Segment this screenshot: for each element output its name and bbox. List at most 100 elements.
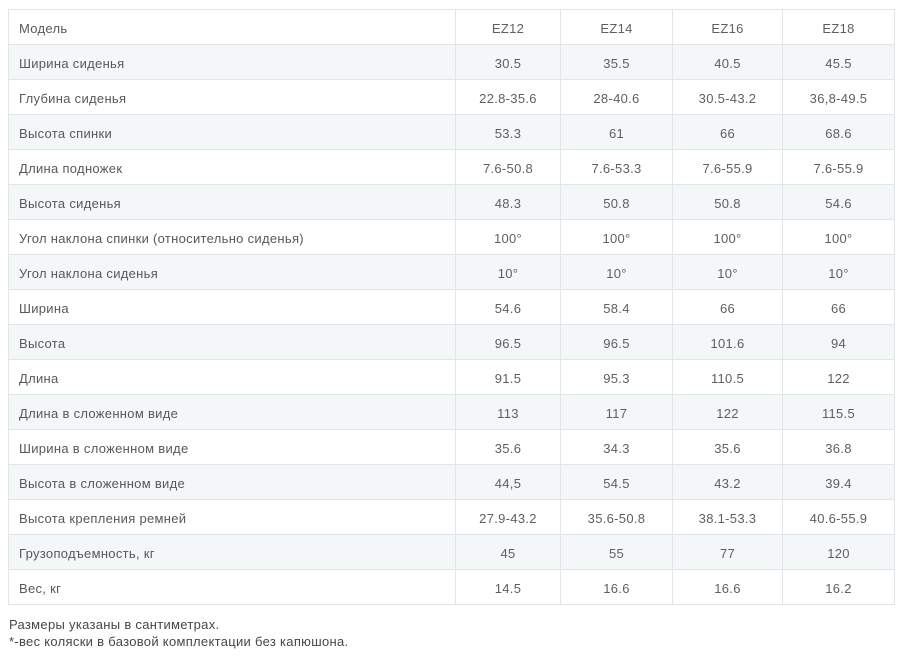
value-cell: 100° (560, 219, 673, 255)
row-label-cell: Глубина сиденья (8, 79, 456, 115)
value-cell: 48.3 (455, 184, 561, 220)
row-label-cell: Ширина в сложенном виде (8, 429, 456, 465)
value-cell: 94 (782, 324, 895, 360)
value-cell: 36.8 (782, 429, 895, 465)
table-row: Глубина сиденья 22.8-35.6 28-40.6 30.5-43.2… (8, 79, 895, 115)
value-cell: 10° (782, 254, 895, 290)
value-cell: 96.5 (560, 324, 673, 360)
value-cell: 95.3 (560, 359, 673, 395)
value-cell: 61 (560, 114, 673, 150)
value-cell: 55 (560, 534, 673, 570)
table-row: Высота крепления ремней 27.9-43.2 35.6-50.… (8, 499, 895, 535)
value-cell: 34.3 (560, 429, 673, 465)
value-cell: 91.5 (455, 359, 561, 395)
table-row: Длина 91.5 95.3 110.5 122 (8, 359, 895, 395)
value-cell: 53.3 (455, 114, 561, 150)
value-cell: 100° (782, 219, 895, 255)
model-header-label: Модель (8, 9, 456, 45)
value-cell: 54.5 (560, 464, 673, 500)
value-cell: 122 (782, 359, 895, 395)
value-cell: 7.6-55.9 (672, 149, 783, 185)
row-label-cell: Грузоподъемность, кг (8, 534, 456, 570)
row-label-cell: Высота в сложенном виде (8, 464, 456, 500)
value-cell: 35.6 (455, 429, 561, 465)
value-cell: 96.5 (455, 324, 561, 360)
value-cell: 16.6 (672, 569, 783, 605)
table-row: Вес, кг 14.5 16.6 16.6 16.2 (8, 569, 895, 605)
value-cell: 36,8-49.5 (782, 79, 895, 115)
value-cell: 66 (782, 289, 895, 325)
value-cell: 14.5 (455, 569, 561, 605)
row-label-cell: Длина (8, 359, 456, 395)
footnotes: Размеры указаны в сантиметрах. *-вес кол… (9, 616, 894, 650)
value-cell: 66 (672, 114, 783, 150)
value-cell: 100° (455, 219, 561, 255)
value-cell: 40.6-55.9 (782, 499, 895, 535)
footnote-weight: *-вес коляски в базовой комплектации без… (9, 634, 349, 649)
value-cell: 39.4 (782, 464, 895, 500)
table-row: Грузоподъемность, кг 45 55 77 120 (8, 534, 895, 570)
value-cell: 43.2 (672, 464, 783, 500)
row-label-cell: Высота (8, 324, 456, 360)
value-cell: 45.5 (782, 44, 895, 80)
value-cell: 44,5 (455, 464, 561, 500)
value-cell: 40.5 (672, 44, 783, 80)
value-cell: 30.5-43.2 (672, 79, 783, 115)
value-cell: 77 (672, 534, 783, 570)
value-cell: 7.6-50.8 (455, 149, 561, 185)
value-cell: 117 (560, 394, 673, 430)
row-label-cell: Длина в сложенном виде (8, 394, 456, 430)
value-cell: 38.1-53.3 (672, 499, 783, 535)
value-cell: 16.2 (782, 569, 895, 605)
row-label-cell: Высота крепления ремней (8, 499, 456, 535)
value-cell: 50.8 (672, 184, 783, 220)
value-cell: 27.9-43.2 (455, 499, 561, 535)
value-cell: 68.6 (782, 114, 895, 150)
table-row: Угол наклона спинки (относительно сидень… (8, 219, 895, 255)
value-cell: 7.6-55.9 (782, 149, 895, 185)
value-cell: 58.4 (560, 289, 673, 325)
model-column-header: EZ16 (672, 9, 783, 45)
value-cell: 35.6 (672, 429, 783, 465)
row-label-cell: Вес, кг (8, 569, 456, 605)
table-row: Ширина 54.6 58.4 66 66 (8, 289, 895, 325)
row-label-cell: Высота спинки (8, 114, 456, 150)
value-cell: 35.5 (560, 44, 673, 80)
row-label-cell: Угол наклона спинки (относительно сидень… (8, 219, 456, 255)
value-cell: 100° (672, 219, 783, 255)
table-row: Высота в сложенном виде 44,5 54.5 43.2 39.4 (8, 464, 895, 500)
value-cell: 54.6 (455, 289, 561, 325)
value-cell: 35.6-50.8 (560, 499, 673, 535)
value-cell: 16.6 (560, 569, 673, 605)
value-cell: 113 (455, 394, 561, 430)
value-cell: 66 (672, 289, 783, 325)
row-label-cell: Угол наклона сиденья (8, 254, 456, 290)
value-cell: 28-40.6 (560, 79, 673, 115)
row-label-cell: Ширина сиденья (8, 44, 456, 80)
table-header-row: Модель EZ12 EZ14 EZ16 EZ18 (8, 9, 895, 45)
value-cell: 122 (672, 394, 783, 430)
value-cell: 22.8-35.6 (455, 79, 561, 115)
table-row: Высота спинки 53.3 61 66 68.6 (8, 114, 895, 150)
table-row: Длина подножек 7.6-50.8 7.6-53.3 7.6-55.9 7.… (8, 149, 895, 185)
table-row: Ширина в сложенном виде 35.6 34.3 35.6 36.8 (8, 429, 895, 465)
value-cell: 45 (455, 534, 561, 570)
spec-table: Модель EZ12 EZ14 EZ16 EZ18 Ширина сиденья 30… (8, 9, 895, 605)
value-cell: 101.6 (672, 324, 783, 360)
value-cell: 110.5 (672, 359, 783, 395)
value-cell: 54.6 (782, 184, 895, 220)
row-label-cell: Ширина (8, 289, 456, 325)
table-row: Угол наклона сиденья 10° 10° 10° 10° (8, 254, 895, 290)
model-column-header: EZ12 (455, 9, 561, 45)
table-row: Высота 96.5 96.5 101.6 94 (8, 324, 895, 360)
value-cell: 50.8 (560, 184, 673, 220)
table-row: Ширина сиденья 30.5 35.5 40.5 45.5 (8, 44, 895, 80)
value-cell: 7.6-53.3 (560, 149, 673, 185)
table-row: Высота сиденья 48.3 50.8 50.8 54.6 (8, 184, 895, 220)
value-cell: 115.5 (782, 394, 895, 430)
table-row: Длина в сложенном виде 113 117 122 115.5 (8, 394, 895, 430)
value-cell: 10° (560, 254, 673, 290)
value-cell: 10° (455, 254, 561, 290)
footnote-units: Размеры указаны в сантиметрах. (9, 617, 220, 632)
